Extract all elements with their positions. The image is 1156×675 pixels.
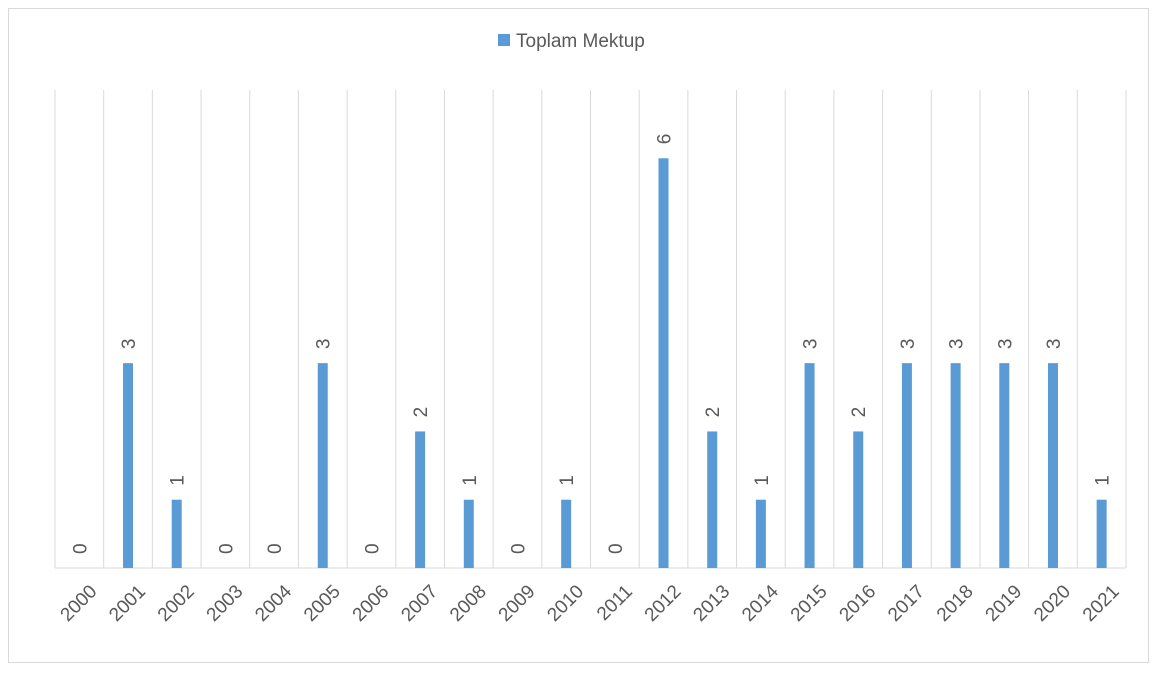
bar [171,499,182,568]
data-label: 0 [508,543,529,554]
bar [755,499,766,568]
bar [415,431,426,568]
bar [317,363,328,568]
bar [658,158,669,569]
data-label: 3 [801,339,822,350]
bar [1047,363,1058,568]
bar [1096,499,1107,568]
legend-swatch [498,34,510,46]
data-label: 3 [947,339,968,350]
bar [950,363,961,568]
data-label: 0 [70,543,91,554]
bar [463,499,474,568]
data-label: 1 [557,475,578,486]
data-label: 3 [995,339,1016,350]
data-label: 0 [216,543,237,554]
bar [901,363,912,568]
data-label: 1 [1093,475,1114,486]
data-label: 3 [898,339,919,350]
data-label: 0 [362,543,383,554]
bar [561,499,572,568]
data-label: 2 [411,407,432,418]
data-label: 6 [655,134,676,145]
bar [804,363,815,568]
data-label: 3 [119,339,140,350]
bar [853,431,864,568]
data-label: 2 [849,407,870,418]
data-label: 0 [606,543,627,554]
data-label: 3 [1044,339,1065,350]
bar [123,363,134,568]
data-label: 1 [752,475,773,486]
data-label: 3 [314,339,335,350]
data-label: 1 [168,475,189,486]
legend-label: Toplam Mektup [516,31,645,52]
data-label: 0 [265,543,286,554]
bar [707,431,718,568]
bar [999,363,1010,568]
data-label: 1 [460,475,481,486]
data-label: 2 [703,407,724,418]
